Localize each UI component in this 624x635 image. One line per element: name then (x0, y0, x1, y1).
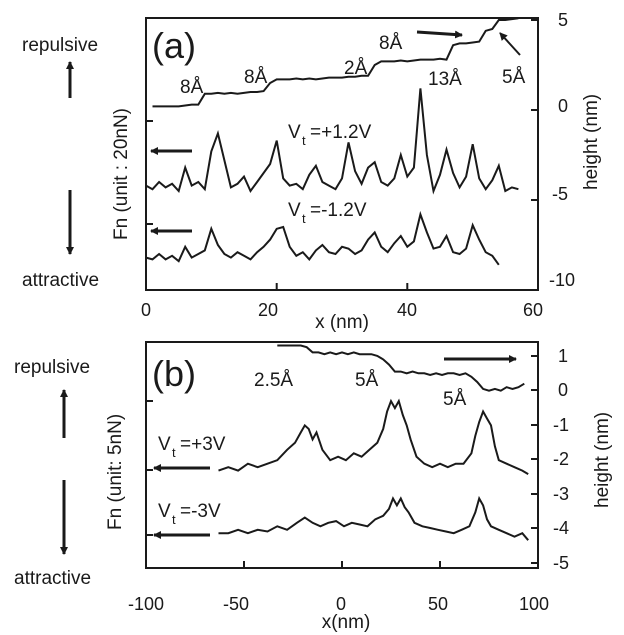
panel-a-ytick-label-0: 5 (558, 10, 568, 30)
panel-a-y-right-ticks: 5 0 -5 -10 (531, 10, 575, 291)
panel-b-y-right-title: height (nm) (592, 412, 613, 508)
panel-b-xtick-label-3: 50 (428, 594, 448, 614)
panel-a-ytick-label-3: -10 (549, 270, 575, 290)
panel-a-ytick-label-2: -5 (552, 184, 568, 204)
panel-a-annot-4: 13Å (428, 69, 462, 90)
panel-b-ytick-label-3: -2 (553, 449, 569, 469)
panel-a-label-vt-plus: V t =+1.2V (288, 122, 372, 148)
panel-a-label-vt-plus-value: =+1.2V (310, 122, 372, 143)
panel-b-label-vt-minus-v: V (158, 501, 171, 522)
panel-a-xtick-label-0: 0 (141, 300, 151, 320)
panel-b-label-vt-minus: V t =-3V (158, 501, 221, 527)
panel-b-annot-2: 5Å (443, 389, 467, 410)
panel-a-label-vt-plus-t: t (302, 133, 306, 148)
panel-a: (a) repulsive attractive Fn (unit : 20nN… (22, 10, 602, 333)
panel-a-label-vt-minus-t: t (302, 211, 306, 226)
panel-b-ytick-label-5: -4 (553, 518, 569, 538)
panel-b-ytick-label-1: 0 (558, 380, 568, 400)
panel-b-annot-1: 5Å (355, 370, 379, 391)
panel-a-right-arrow (416, 30, 463, 39)
panel-a-annot-1: 8Å (244, 67, 268, 88)
panel-a-annot-0: 8Å (180, 77, 204, 98)
panel-b-xtick-label-0: -100 (128, 594, 164, 614)
panel-b-y-right-ticks: 1 0 -1 -2 -3 -4 -5 (531, 346, 569, 573)
panel-b-y-left-title: Fn (unit: 5nN) (105, 414, 126, 530)
panel-a-x-ticks: 0 20 40 60 (141, 283, 543, 320)
panel-b-label-vt-plus-t: t (172, 445, 176, 460)
panel-b-height-line (277, 344, 525, 392)
panel-a-x-title: x (nm) (315, 312, 369, 333)
panel-b-ytick-label-0: 1 (558, 346, 568, 366)
panel-a-vt-minus-line (145, 210, 500, 266)
panel-a-diag-arrow (499, 32, 521, 56)
panel-a-annot-3: 8Å (379, 33, 403, 54)
panel-a-y-right-title: height (nm) (581, 94, 602, 190)
panel-b-label-vt-plus-v: V (158, 434, 171, 455)
panel-b-label-vt-plus: V t =+3V (158, 434, 226, 460)
panel-a-xtick-label-3: 60 (523, 300, 543, 320)
panel-a-y-left-title: Fn (unit : 20nN) (111, 108, 132, 240)
panel-b-ytick-label-6: -5 (553, 553, 569, 573)
panel-b: (b) repulsive attractive Fn (unit: 5nN) … (14, 341, 613, 633)
panel-b-ytick-label-2: -1 (553, 415, 569, 435)
panel-a-xtick-label-2: 40 (397, 300, 417, 320)
panel-b-xtick-label-4: 100 (519, 594, 549, 614)
panel-b-attractive-label: attractive (14, 568, 91, 589)
panel-b-label-vt-minus-value: =-3V (180, 501, 221, 522)
panel-b-vt-plus-line (218, 398, 529, 475)
panel-a-annot-2: 2Å (344, 58, 368, 79)
panel-b-x-title: x(nm) (322, 612, 371, 633)
panel-b-label-vt-plus-value: =+3V (180, 434, 226, 455)
panel-a-label-vt-minus: V t =-1.2V (288, 200, 367, 226)
panel-a-label-vt-minus-v: V (288, 200, 301, 221)
panel-a-xtick-label-1: 20 (258, 300, 278, 320)
panel-b-repulsive-label: repulsive (14, 357, 90, 378)
panel-b-annot-0: 2.5Å (254, 370, 293, 391)
panel-a-label: (a) (152, 25, 196, 66)
panel-a-label-vt-minus-value: =-1.2V (310, 200, 367, 221)
panel-b-label-vt-minus-t: t (172, 512, 176, 527)
panel-a-attractive-label: attractive (22, 270, 99, 291)
panel-a-vt-plus-line (145, 88, 519, 195)
panel-a-ytick-label-1: 0 (558, 96, 568, 116)
panel-a-label-vt-plus-v: V (288, 122, 301, 143)
panel-a-frame (145, 17, 539, 291)
panel-b-xtick-label-2: 0 (336, 594, 346, 614)
panel-b-ytick-label-4: -3 (553, 484, 569, 504)
panel-a-height-line (152, 17, 519, 108)
panel-b-vt-minus-line (218, 495, 529, 541)
panel-a-annot-5: 5Å (502, 67, 526, 88)
panel-a-repulsive-label: repulsive (22, 35, 98, 56)
panel-b-label: (b) (152, 353, 196, 394)
panel-b-x-ticks: -100 -50 0 50 100 (128, 561, 549, 614)
panel-b-xtick-label-1: -50 (223, 594, 249, 614)
